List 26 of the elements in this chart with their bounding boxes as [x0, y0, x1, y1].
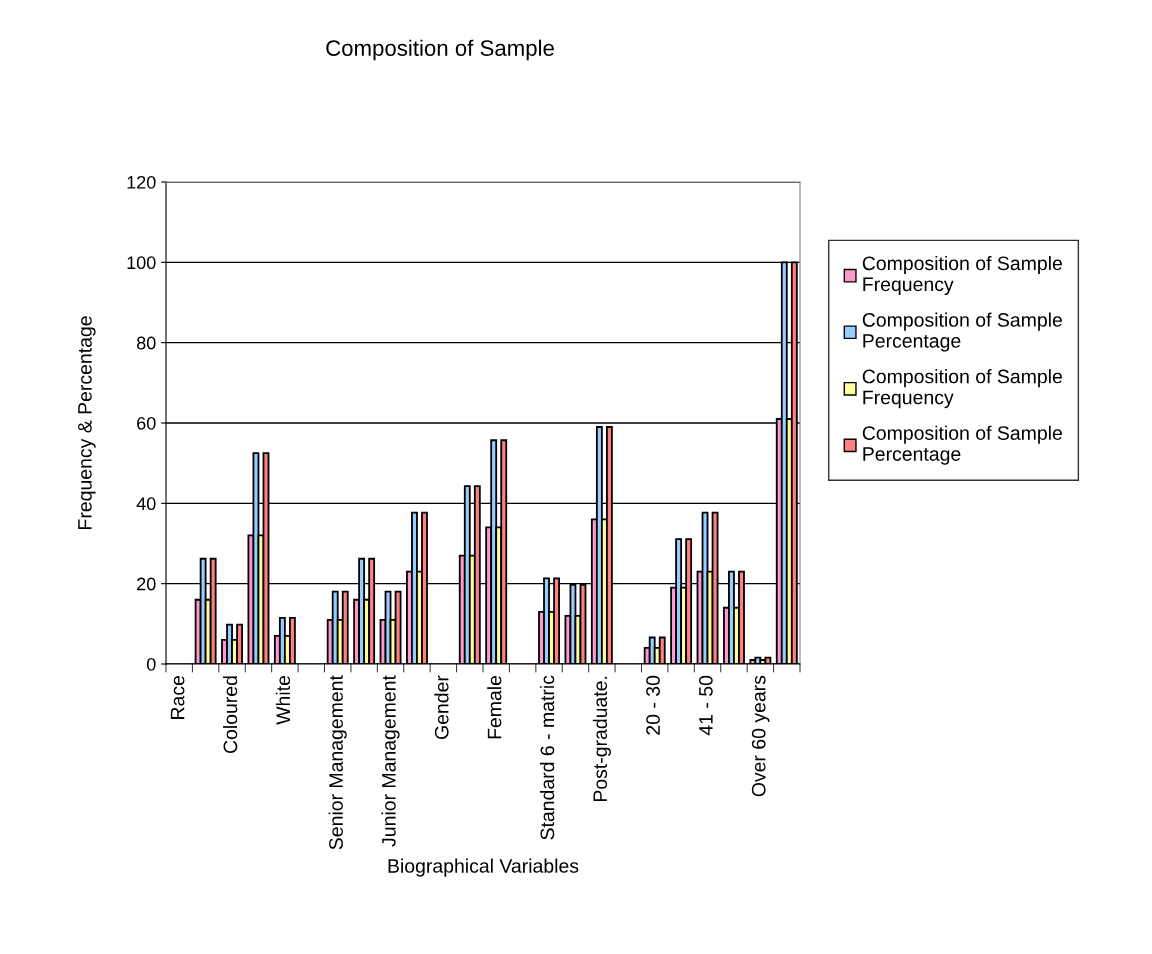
y-tick-label: 40: [136, 497, 156, 511]
y-tick-label: 120: [127, 175, 156, 189]
legend-label: Composition of Sample Percentage: [862, 312, 1062, 352]
x-tick-label: Post-graduate.: [592, 676, 611, 802]
x-tick-label: Senior Management: [328, 675, 347, 850]
y-tick-label: 100: [127, 256, 156, 270]
x-tick-label: Junior Management: [381, 675, 400, 847]
chart-title: Composition of Sample: [326, 39, 554, 61]
x-tick-label: Coloured: [222, 676, 238, 754]
x-tick-label: Female: [487, 675, 502, 739]
legend-label: Composition of Sample Frequency: [862, 369, 1062, 409]
y-tick-label: 0: [146, 657, 156, 671]
legend-label: Composition of Sample Frequency: [862, 255, 1062, 296]
x-tick-label: 41 - 50: [698, 675, 713, 736]
y-tick-label: 20: [137, 577, 156, 591]
legend-label: Composition of Sample Percentage: [862, 425, 1062, 465]
y-tick-label: 60: [137, 416, 156, 430]
y-tick-label: 80: [136, 336, 156, 350]
x-tick-label: 20 - 30: [646, 675, 660, 735]
x-tick-label: Gender: [434, 675, 449, 739]
x-tick-label: Race: [170, 675, 185, 719]
x-tick-label: White: [275, 675, 291, 725]
x-tick-label: Standard 6 - matric: [539, 675, 555, 840]
y-axis-title: Frequency & Percentage: [78, 316, 96, 529]
x-tick-label: Over 60 years: [751, 675, 770, 797]
x-axis-title: Biographical Variables: [388, 858, 579, 877]
